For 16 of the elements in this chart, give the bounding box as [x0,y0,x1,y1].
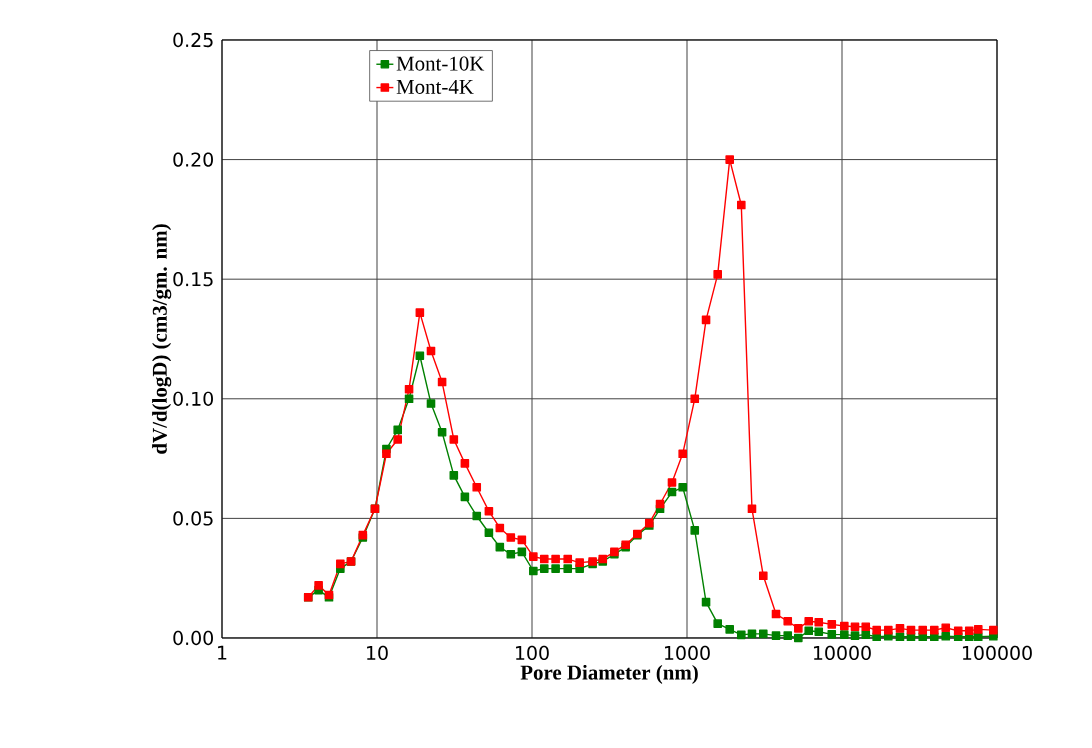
y-tick-label: 0.05 [173,511,213,526]
y-tick-label: 0.15 [173,272,213,287]
legend-label: Mont-4K [396,79,474,94]
x-tick-label: 100000 [962,645,1032,661]
x-axis-title: Pore Diameter (nm) [520,664,698,684]
y-axis-title: dV/d(logD) (cm3/gm. nm) [152,224,172,454]
x-tick-label: 1000 [665,645,710,661]
x-tick-label: 1 [218,645,227,660]
x-tick-label: 10 [367,645,388,661]
y-tick-label: 0.25 [173,32,213,48]
x-tick-label: 100 [516,645,549,661]
x-tick-label: 10000 [813,645,871,661]
y-tick-label: 0.10 [173,391,213,406]
legend-label: Mont-10K [396,56,485,71]
y-tick-label: 0.00 [173,630,213,646]
y-tick-label: 0.20 [173,152,213,167]
